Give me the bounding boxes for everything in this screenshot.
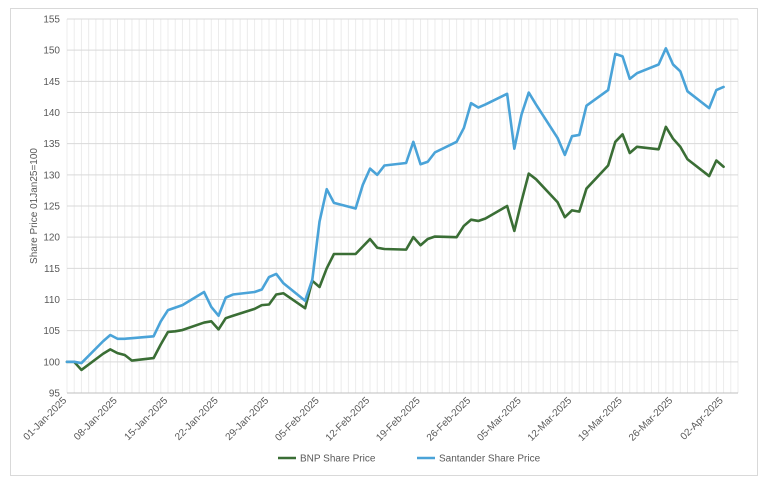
- x-tick-label: 19-Mar-2025: [576, 395, 625, 444]
- y-tick-label: 100: [43, 357, 60, 368]
- x-tick-label: 12-Feb-2025: [324, 395, 373, 444]
- y-tick-label: 140: [43, 108, 60, 119]
- y-tick-label: 95: [49, 389, 61, 400]
- x-tick-label: 05-Feb-2025: [273, 395, 322, 444]
- y-tick-label: 145: [43, 77, 60, 88]
- x-tick-label: 29-Jan-2025: [224, 395, 272, 443]
- series-line-santander: [65, 46, 725, 365]
- y-tick-label: 110: [44, 295, 60, 306]
- y-tick-label: 130: [43, 170, 60, 181]
- x-tick-label: 26-Feb-2025: [425, 395, 474, 444]
- y-tick-label: 135: [43, 139, 60, 150]
- y-tick-label: 125: [43, 202, 60, 213]
- x-tick-label: 01-Jan-2025: [22, 395, 70, 443]
- y-tick-label: 150: [43, 46, 60, 57]
- x-tick-label: 22-Jan-2025: [173, 395, 221, 443]
- series-line-bnp: [65, 125, 725, 372]
- x-tick-label: 08-Jan-2025: [72, 395, 120, 443]
- x-tick-label: 05-Mar-2025: [475, 395, 524, 444]
- x-tick-label: 26-Mar-2025: [627, 395, 676, 444]
- y-tick-label: 115: [44, 264, 60, 275]
- y-tick-label: 105: [43, 326, 60, 337]
- y-tick-label: 155: [43, 15, 60, 26]
- x-tick-label: 02-Apr-2025: [679, 395, 726, 442]
- legend-bnp-label: BNP Share Price: [300, 454, 376, 465]
- y-axis-title: Share Price 01Jan25=100: [29, 148, 40, 264]
- x-tick-label: 19-Feb-2025: [374, 395, 423, 444]
- legend-santander-label: Santander Share Price: [439, 454, 541, 465]
- x-tick-label: 12-Mar-2025: [526, 395, 575, 444]
- y-tick-label: 120: [43, 233, 60, 244]
- x-tick-label: 15-Jan-2025: [123, 395, 171, 443]
